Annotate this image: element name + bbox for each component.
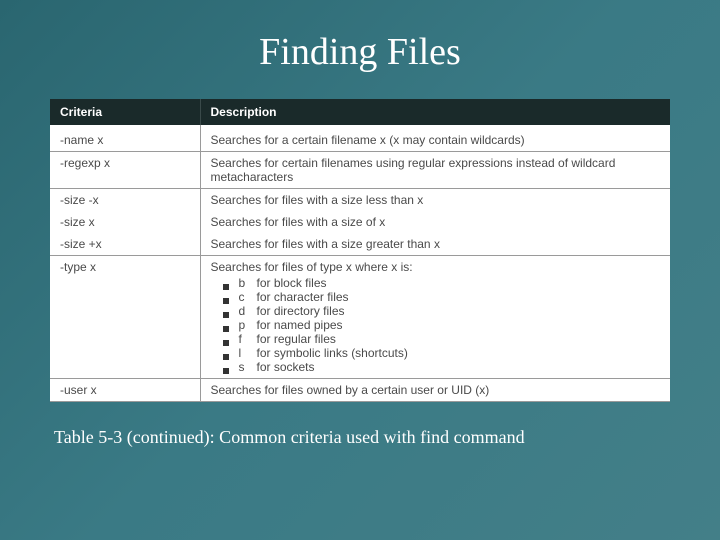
bullet-icon (223, 326, 229, 332)
type-sublist: bfor block files cfor character files df… (211, 276, 661, 374)
type-letter: d (239, 304, 257, 318)
bullet-icon (223, 354, 229, 360)
criteria-cell: -size -x (50, 189, 200, 212)
list-item: ffor regular files (211, 332, 661, 346)
bullet-icon (223, 298, 229, 304)
criteria-cell: -size +x (50, 233, 200, 256)
description-text: Searches for files of type x where x is: (211, 260, 413, 274)
table-row: -size x Searches for files with a size o… (50, 211, 670, 233)
list-item: cfor character files (211, 290, 661, 304)
bullet-icon (223, 312, 229, 318)
table-row: -user x Searches for files owned by a ce… (50, 379, 670, 402)
description-cell: Searches for a certain filename x (x may… (200, 125, 670, 152)
table-row: -name x Searches for a certain filename … (50, 125, 670, 152)
list-item: sfor sockets (211, 360, 661, 374)
criteria-table-wrap: Criteria Description -name x Searches fo… (50, 99, 670, 402)
list-item: pfor named pipes (211, 318, 661, 332)
criteria-cell: -size x (50, 211, 200, 233)
list-item: bfor block files (211, 276, 661, 290)
criteria-cell: -name x (50, 125, 200, 152)
type-letter: p (239, 318, 257, 332)
criteria-cell: -user x (50, 379, 200, 402)
description-cell: Searches for files of type x where x is:… (200, 256, 670, 379)
table-row: -size -x Searches for files with a size … (50, 189, 670, 212)
table-row: -type x Searches for files of type x whe… (50, 256, 670, 379)
type-letter: f (239, 332, 257, 346)
type-text: for block files (257, 276, 327, 290)
description-cell: Searches for files with a size less than… (200, 189, 670, 212)
table-caption: Table 5-3 (continued): Common criteria u… (54, 427, 670, 448)
list-item: dfor directory files (211, 304, 661, 318)
col-header-criteria: Criteria (50, 99, 200, 125)
bullet-icon (223, 368, 229, 374)
criteria-table: Criteria Description -name x Searches fo… (50, 99, 670, 402)
type-text: for sockets (257, 360, 315, 374)
slide: Finding Files Criteria Description -name… (0, 0, 720, 540)
type-text: for regular files (257, 332, 336, 346)
table-row: -size +x Searches for files with a size … (50, 233, 670, 256)
col-header-description: Description (200, 99, 670, 125)
table-header-row: Criteria Description (50, 99, 670, 125)
type-text: for directory files (257, 304, 345, 318)
description-cell: Searches for files with a size greater t… (200, 233, 670, 256)
type-letter: l (239, 346, 257, 360)
bullet-icon (223, 284, 229, 290)
table-body: -name x Searches for a certain filename … (50, 125, 670, 402)
type-letter: c (239, 290, 257, 304)
type-letter: s (239, 360, 257, 374)
description-cell: Searches for files owned by a certain us… (200, 379, 670, 402)
type-text: for character files (257, 290, 349, 304)
bullet-icon (223, 340, 229, 346)
type-text: for named pipes (257, 318, 343, 332)
page-title: Finding Files (50, 30, 670, 74)
description-cell: Searches for certain filenames using reg… (200, 152, 670, 189)
list-item: lfor symbolic links (shortcuts) (211, 346, 661, 360)
type-letter: b (239, 276, 257, 290)
type-text: for symbolic links (shortcuts) (257, 346, 408, 360)
table-row: -regexp x Searches for certain filenames… (50, 152, 670, 189)
criteria-cell: -type x (50, 256, 200, 379)
description-cell: Searches for files with a size of x (200, 211, 670, 233)
criteria-cell: -regexp x (50, 152, 200, 189)
